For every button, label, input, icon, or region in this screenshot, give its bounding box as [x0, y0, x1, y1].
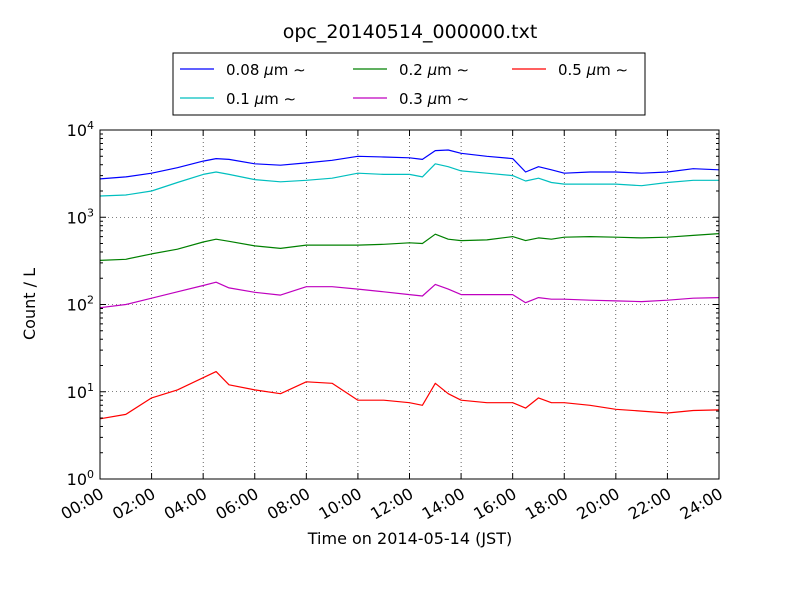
- legend-entry-label: 0.1 μm ∼: [226, 90, 296, 108]
- x-tick-label: 20:00: [573, 484, 622, 524]
- x-tick-label: 08:00: [264, 484, 313, 524]
- legend: 0.08 μm ∼ 0.1 μm ∼ 0.2 μm ∼ 0.3 μm ∼ 0.5 μm …: [180, 61, 628, 108]
- y-axis: 100 101 102 103 104: [67, 119, 719, 489]
- series-line-0_08: [99, 149, 720, 180]
- x-tick-label: 16:00: [470, 484, 519, 524]
- y-tick-label: 103: [67, 206, 94, 227]
- y-axis-label: Count / L: [20, 268, 39, 340]
- y-tick-label: 100: [67, 468, 94, 489]
- y-tick-label: 104: [67, 119, 94, 140]
- series-line-0_5: [99, 371, 720, 420]
- x-tick-label: 14:00: [419, 484, 468, 524]
- x-tick-label: 02:00: [109, 484, 158, 524]
- legend-entry-label: 0.2 μm ∼: [399, 61, 469, 79]
- chart-title: opc_20140514_000000.txt: [283, 21, 538, 43]
- x-tick-label: 00:00: [58, 484, 107, 524]
- x-tick-label: 10:00: [315, 484, 364, 524]
- x-tick-label: 18:00: [522, 484, 571, 524]
- series-group: [99, 149, 720, 420]
- x-tick-label: 04:00: [161, 484, 210, 524]
- series-line-0_2: [99, 233, 720, 261]
- series-line-0_1: [99, 163, 719, 197]
- series-line-0_3: [99, 281, 720, 309]
- x-tick-label: 12:00: [367, 484, 416, 524]
- x-tick-label: 22:00: [625, 484, 674, 524]
- legend-box: [172, 52, 646, 116]
- legend-entry-label: 0.5 μm ∼: [558, 61, 628, 79]
- legend-entry-label: 0.08 μm ∼: [226, 61, 306, 79]
- x-axis-label: Time on 2014-05-14 (JST): [307, 529, 512, 548]
- y-tick-label: 101: [67, 381, 94, 402]
- x-tick-label: 06:00: [212, 484, 261, 524]
- legend-entry-label: 0.3 μm ∼: [399, 90, 469, 108]
- y-tick-label: 102: [67, 294, 94, 315]
- plot-area: [100, 130, 719, 479]
- x-tick-label: 24:00: [677, 484, 726, 524]
